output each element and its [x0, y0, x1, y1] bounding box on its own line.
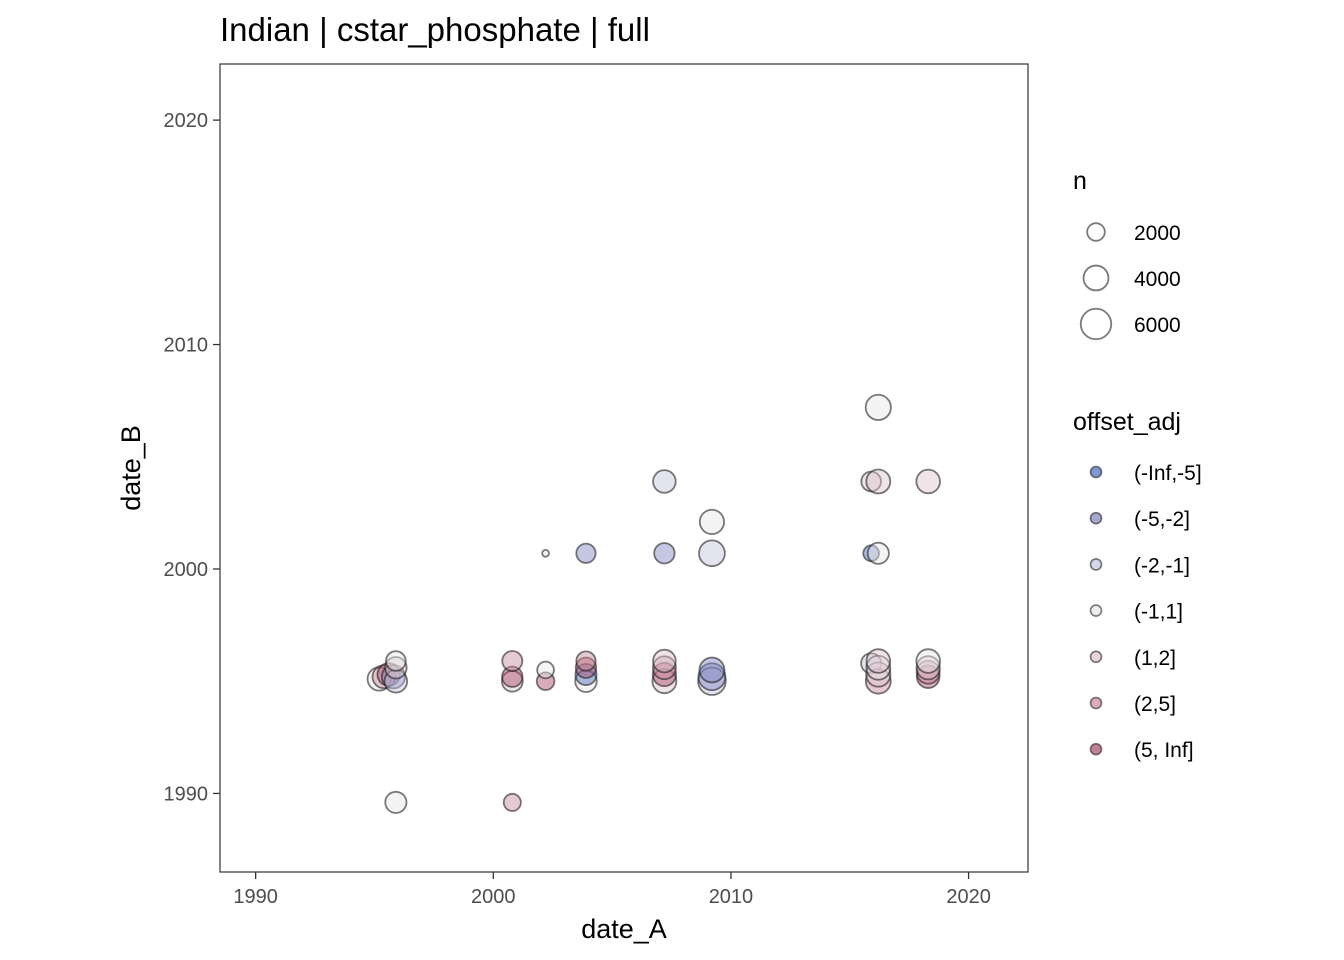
color-legend-label: (-Inf,-5] — [1134, 462, 1202, 485]
x-tick-label: 2010 — [709, 886, 754, 908]
x-tick-label: 2000 — [471, 886, 516, 908]
size-legend-title: n — [1073, 167, 1087, 195]
color-legend-label: (5, Inf] — [1134, 739, 1194, 762]
data-point — [575, 542, 597, 564]
color-legend-key — [1089, 511, 1103, 525]
color-legend-label: (-1,1] — [1134, 601, 1183, 624]
size-legend: n 2000 4000 6000 — [1073, 167, 1181, 341]
axes: 1990 2000 2010 2020 1990 2000 2010 2020 — [164, 110, 991, 908]
data-point — [541, 548, 550, 558]
data-point — [652, 469, 677, 494]
color-legend-label: (1,2] — [1134, 647, 1176, 670]
data-point — [652, 655, 677, 681]
data-point — [698, 539, 726, 568]
color-legend-label: (-5,-2] — [1134, 508, 1190, 531]
y-tick-label: 2000 — [164, 559, 209, 581]
data-point — [865, 654, 892, 681]
data-point — [915, 648, 941, 674]
data-point — [651, 661, 677, 688]
data-point — [915, 655, 941, 681]
x-axis-label: date_A — [581, 914, 667, 944]
data-point — [865, 468, 892, 495]
size-legend-key — [1079, 307, 1113, 341]
data-point — [501, 650, 524, 672]
data-point — [864, 393, 892, 421]
data-point — [501, 665, 524, 688]
data-point — [536, 660, 555, 680]
data-point — [865, 648, 892, 674]
plot-panel — [219, 63, 1029, 873]
size-legend-key — [1082, 264, 1110, 292]
data-point — [575, 650, 597, 672]
data-point — [915, 468, 941, 495]
data-point — [697, 662, 727, 692]
data-points — [366, 393, 941, 814]
color-legend-key — [1089, 650, 1103, 664]
data-point — [502, 792, 522, 812]
y-tick-label: 1990 — [164, 783, 209, 805]
chart-title: Indian | cstar_phosphate | full — [220, 11, 650, 48]
data-point — [384, 656, 408, 680]
size-legend-key — [1086, 222, 1106, 242]
y-tick-label: 2010 — [164, 335, 209, 357]
data-point — [384, 790, 408, 814]
data-point — [653, 542, 676, 565]
color-legend-key — [1089, 558, 1103, 571]
data-point — [651, 668, 678, 695]
color-legend-key — [1089, 604, 1103, 617]
data-point — [574, 656, 598, 679]
panel-border — [219, 63, 1029, 873]
size-legend-label: 4000 — [1134, 268, 1181, 291]
color-legend-key — [1089, 465, 1103, 479]
y-axis-label: date_B — [116, 425, 146, 511]
color-legend-title: offset_adj — [1073, 408, 1181, 436]
data-point — [864, 667, 892, 695]
data-point — [652, 648, 677, 674]
color-legend-key — [1089, 742, 1103, 756]
color-legend: offset_adj (-Inf,-5] (-5,-2] (-2,-1] (-1,1]… — [1073, 408, 1202, 762]
data-point — [385, 650, 407, 672]
color-legend-label: (2,5] — [1134, 693, 1176, 716]
size-legend-label: 6000 — [1134, 314, 1181, 337]
data-point — [866, 541, 890, 565]
x-tick-label: 1990 — [233, 886, 278, 908]
size-legend-label: 2000 — [1134, 222, 1181, 245]
color-legend-label: (-2,-1] — [1134, 554, 1190, 577]
data-point — [865, 661, 892, 688]
data-point — [698, 656, 726, 684]
x-tick-label: 2020 — [946, 886, 991, 908]
data-point — [698, 508, 725, 535]
data-point — [383, 669, 409, 694]
color-legend-key — [1089, 696, 1103, 710]
y-tick-label: 2020 — [164, 110, 209, 132]
